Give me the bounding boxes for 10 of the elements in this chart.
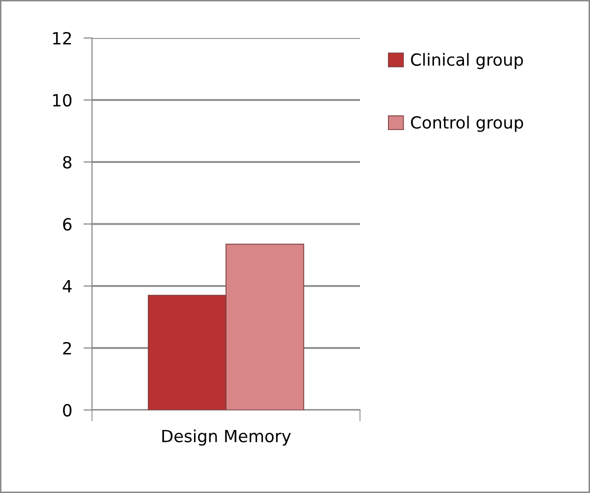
y-tick-label: 2	[63, 342, 71, 354]
legend-label: Clinical group	[411, 53, 523, 70]
y-tick-label: 4	[62, 280, 72, 292]
y-tick-label: 6	[63, 218, 72, 231]
y-tick-label: 8	[63, 156, 72, 169]
y-tick-label: 10	[53, 94, 72, 107]
y-tick-label: 12	[53, 32, 71, 44]
legend-label: Control group	[411, 116, 524, 132]
x-tick-label: Design Memory	[162, 429, 291, 446]
y-tick-label: 0	[63, 404, 72, 417]
